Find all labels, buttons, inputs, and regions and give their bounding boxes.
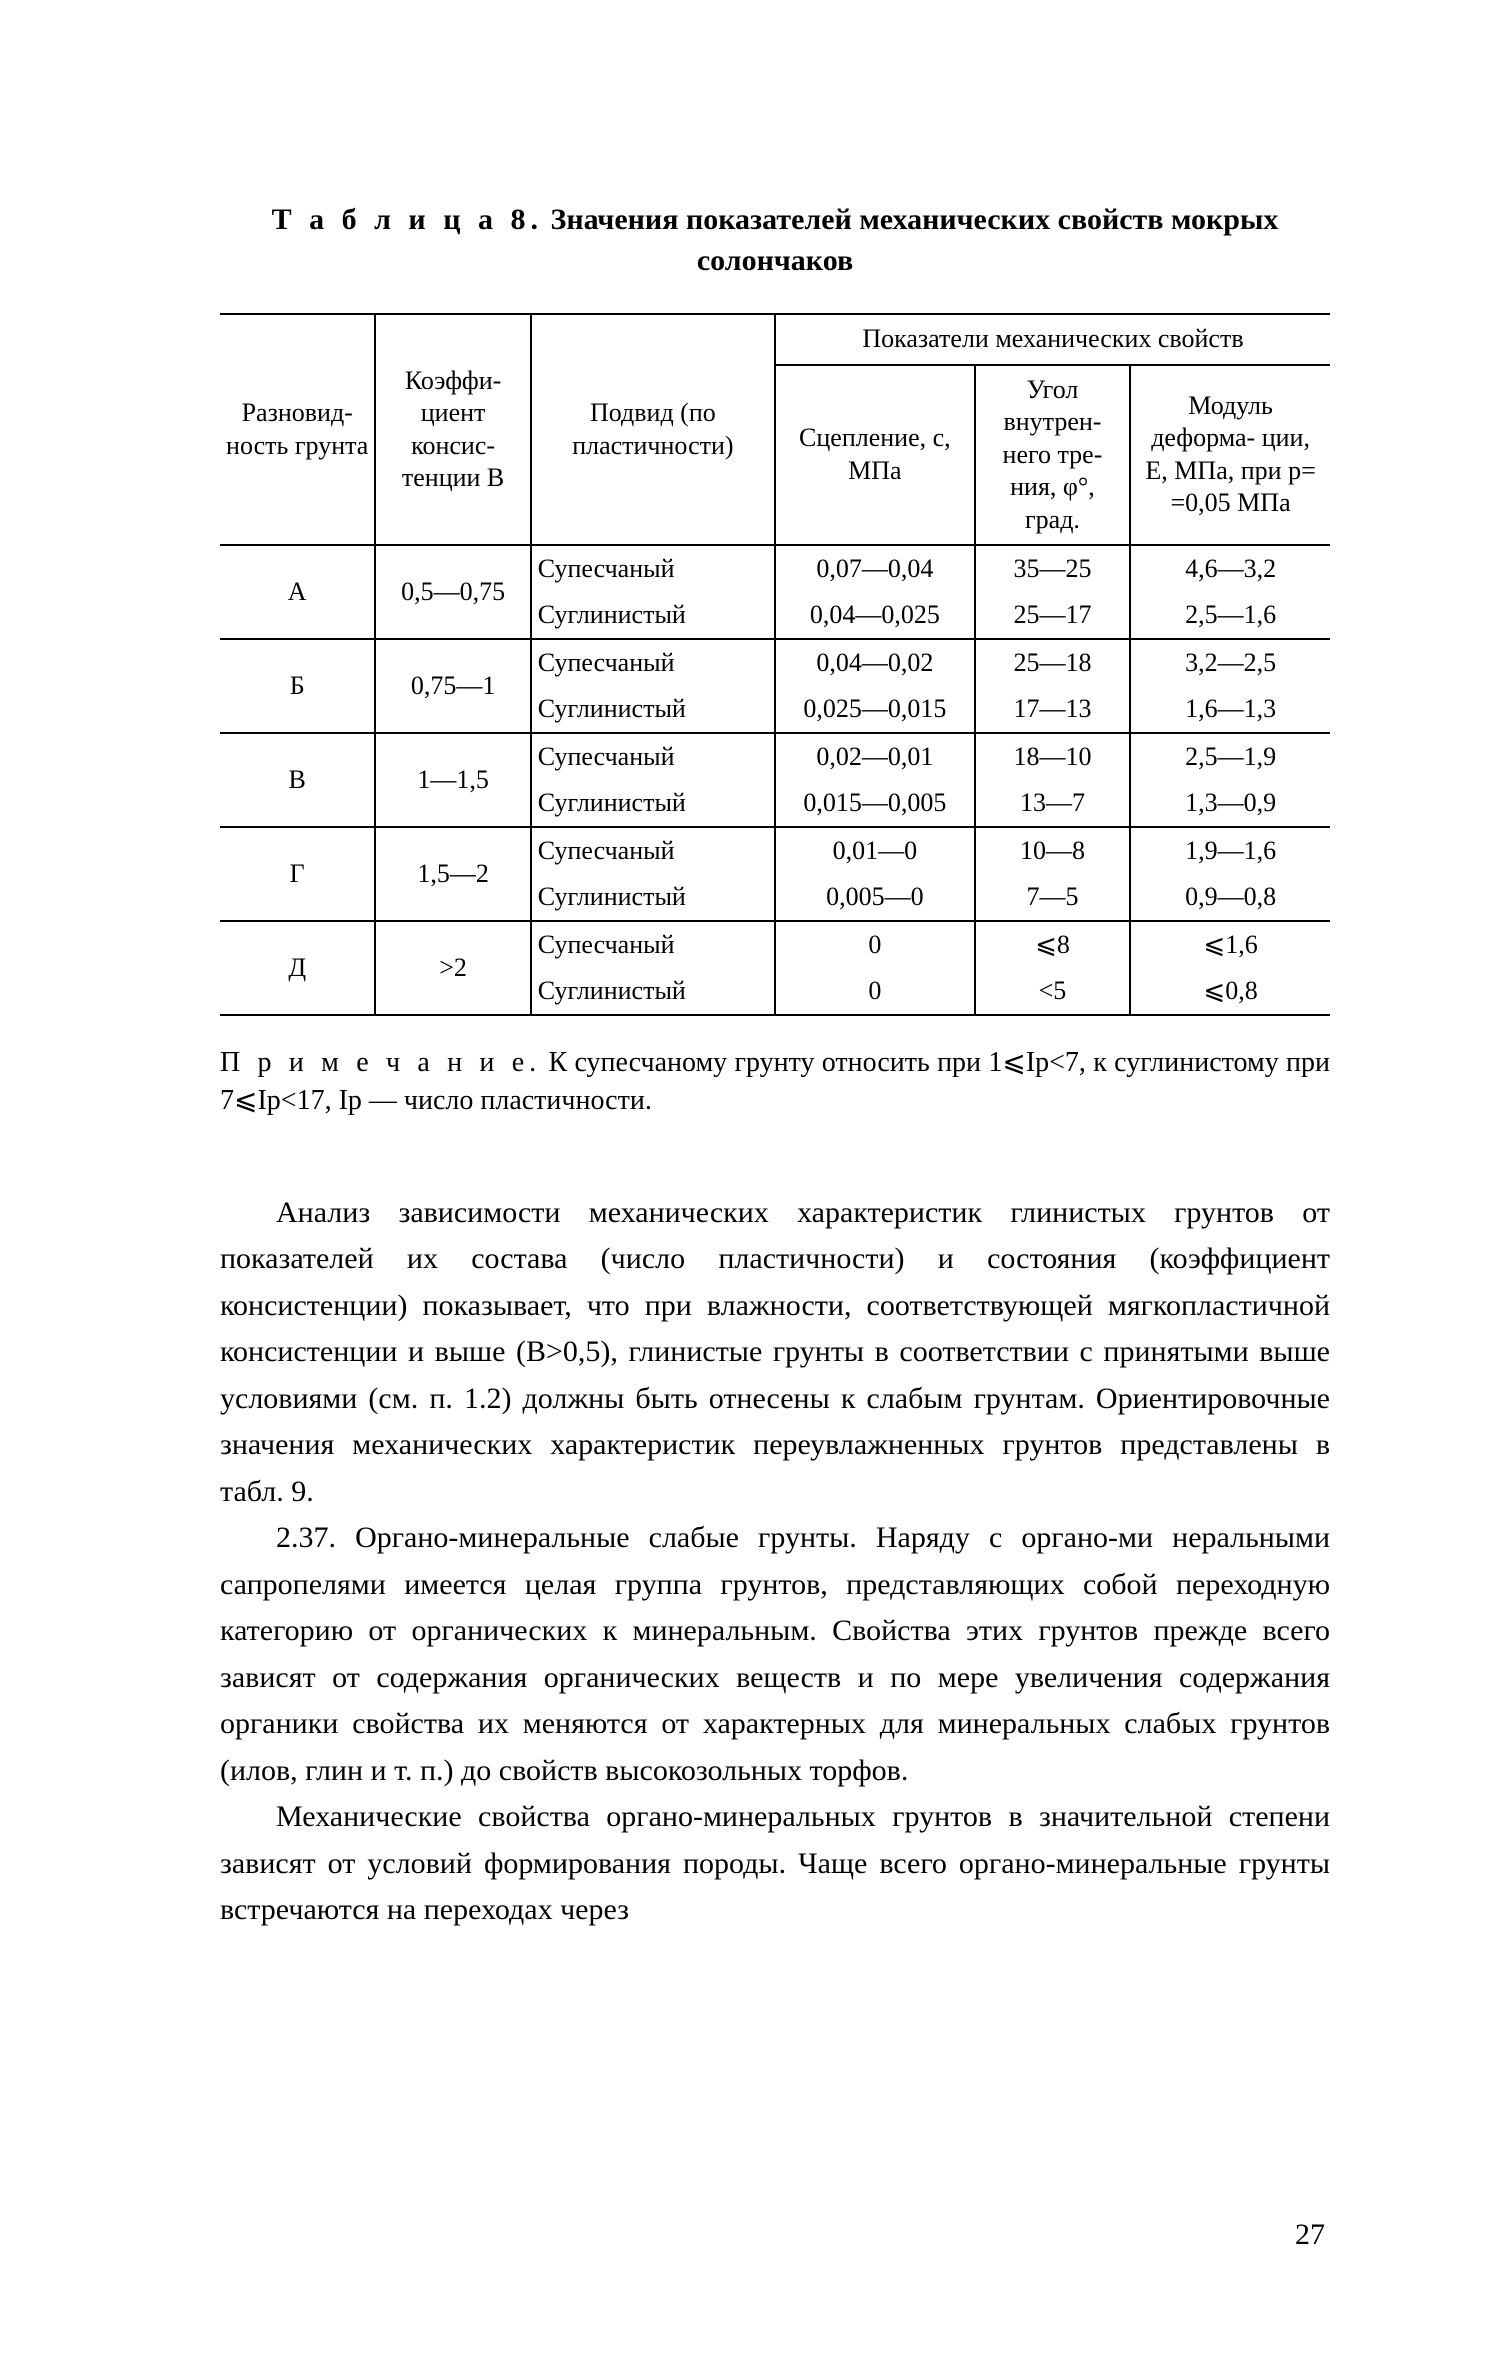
cell-angle: 10—8 [975,827,1130,874]
cell-variety: Б [220,639,375,733]
table-caption: Т а б л и ц а 8. Значения показателей ме… [220,200,1330,281]
paragraph-3: Механические свойства органо-минеральных… [220,1794,1330,1934]
cell-modulus: 3,2—2,5 [1130,639,1330,686]
cell-angle: 17—13 [975,686,1130,733]
cell-modulus: ⩽0,8 [1130,968,1330,1015]
cell-angle: 35—25 [975,545,1130,592]
cell-subspecies: Супесчаный [531,921,775,968]
col-variety: Разновид- ность грунта [220,314,375,545]
cell-coef: 1,5—2 [375,827,530,921]
cell-subspecies: Суглинистый [531,686,775,733]
table-row: Д>2Супесчаный0⩽8⩽1,6 [220,921,1330,968]
body-text: Анализ зависимости механических характер… [220,1190,1330,1934]
cell-angle: 25—17 [975,592,1130,639]
cell-angle: ⩽8 [975,921,1130,968]
cell-adhesion: 0,005—0 [775,874,975,921]
cell-subspecies: Супесчаный [531,639,775,686]
cell-adhesion: 0 [775,968,975,1015]
page: Т а б л и ц а 8. Значения показателей ме… [0,0,1500,2362]
cell-subspecies: Суглинистый [531,968,775,1015]
cell-adhesion: 0,07—0,04 [775,545,975,592]
cell-modulus: 0,9—0,8 [1130,874,1330,921]
cell-modulus: 2,5—1,6 [1130,592,1330,639]
col-adhesion: Сцепление, с, МПа [775,365,975,546]
cell-subspecies: Супесчаный [531,545,775,592]
paragraph-1: Анализ зависимости механических характер… [220,1190,1330,1516]
table-row: Б0,75—1Супесчаный0,04—0,0225—183,2—2,5 [220,639,1330,686]
cell-subspecies: Суглинистый [531,592,775,639]
cell-subspecies: Суглинистый [531,780,775,827]
cell-angle: 18—10 [975,733,1130,780]
cell-modulus: 1,3—0,9 [1130,780,1330,827]
note-prefix: П р и м е ч а н и е. [220,1047,541,1078]
cell-adhesion: 0,04—0,02 [775,639,975,686]
page-number: 27 [1295,2218,1325,2252]
col-coef: Коэффи- циент консис- тенции В [375,314,530,545]
cell-modulus: 4,6—3,2 [1130,545,1330,592]
table-note: П р и м е ч а н и е. К супесчаному грунт… [220,1044,1330,1120]
cell-coef: >2 [375,921,530,1015]
cell-adhesion: 0 [775,921,975,968]
cell-subspecies: Супесчаный [531,827,775,874]
table-row: Г1,5—2Супесчаный0,01—010—81,9—1,6 [220,827,1330,874]
cell-adhesion: 0,02—0,01 [775,733,975,780]
cell-variety: А [220,545,375,639]
cell-adhesion: 0,01—0 [775,827,975,874]
paragraph-2: 2.37. Органо-минеральные слабые грунты. … [220,1515,1330,1794]
cell-angle: 13—7 [975,780,1130,827]
col-subspecies: Подвид (по пластичности) [531,314,775,545]
table-caption-prefix: Т а б л и ц а 8. [272,203,543,236]
col-modulus: Модуль деформа- ции, E, МПа, при p= =0,0… [1130,365,1330,546]
col-angle: Угол внутрен- него тре- ния, φ°, град. [975,365,1130,546]
cell-variety: Г [220,827,375,921]
cell-subspecies: Суглинистый [531,874,775,921]
cell-adhesion: 0,025—0,015 [775,686,975,733]
cell-modulus: 2,5—1,9 [1130,733,1330,780]
cell-coef: 0,75—1 [375,639,530,733]
table-row: А0,5—0,75Супесчаный0,07—0,0435—254,6—3,2 [220,545,1330,592]
cell-coef: 1—1,5 [375,733,530,827]
cell-adhesion: 0,015—0,005 [775,780,975,827]
cell-modulus: 1,6—1,3 [1130,686,1330,733]
cell-coef: 0,5—0,75 [375,545,530,639]
cell-subspecies: Супесчаный [531,733,775,780]
cell-variety: Д [220,921,375,1015]
cell-angle: <5 [975,968,1130,1015]
cell-modulus: ⩽1,6 [1130,921,1330,968]
cell-modulus: 1,9—1,6 [1130,827,1330,874]
table-row: В1—1,5Супесчаный0,02—0,0118—102,5—1,9 [220,733,1330,780]
cell-adhesion: 0,04—0,025 [775,592,975,639]
cell-angle: 25—18 [975,639,1130,686]
col-group: Показатели механических свойств [775,314,1330,365]
cell-variety: В [220,733,375,827]
cell-angle: 7—5 [975,874,1130,921]
table-caption-text: Значения показателей механических свойст… [543,203,1278,277]
data-table: Разновид- ность грунта Коэффи- циент кон… [220,313,1330,1016]
